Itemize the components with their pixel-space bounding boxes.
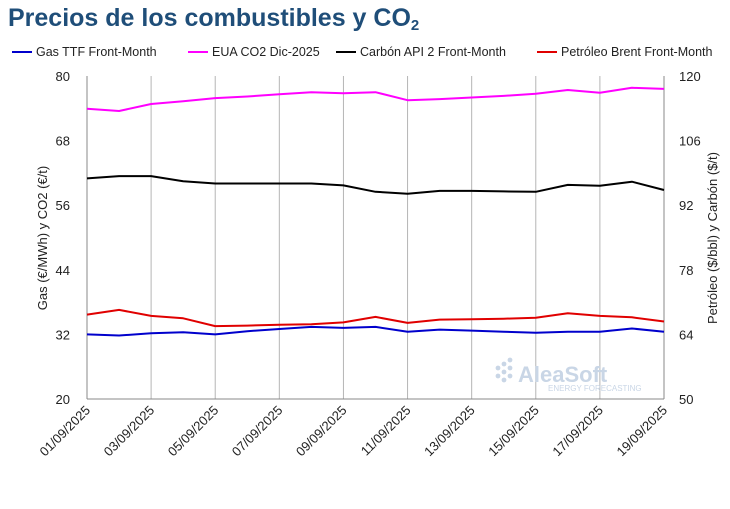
logo-dot bbox=[501, 369, 507, 375]
logo-dot bbox=[507, 357, 513, 363]
aleasoft-logo-icon bbox=[495, 357, 513, 383]
x-tick-label: 17/09/2025 bbox=[549, 403, 606, 460]
series-lines bbox=[86, 86, 665, 337]
series-line bbox=[86, 308, 665, 328]
y-right-tick-label: 120 bbox=[679, 69, 701, 84]
watermark-brand: AleaSoft bbox=[518, 362, 608, 387]
y-left-tick-label: 56 bbox=[56, 198, 70, 213]
x-tick-label: 05/09/2025 bbox=[165, 403, 222, 460]
y-left-tick-label: 80 bbox=[56, 69, 70, 84]
y-left-tick-label: 32 bbox=[56, 327, 70, 342]
axes bbox=[86, 76, 665, 400]
chart-title-subscript: 2 bbox=[410, 17, 420, 34]
legend-label: Petróleo Brent Front-Month bbox=[561, 45, 713, 59]
watermark-tagline: ENERGY FORECASTING bbox=[548, 384, 642, 393]
logo-dot bbox=[495, 365, 501, 371]
legend-label: EUA CO2 Dic-2025 bbox=[212, 45, 320, 59]
y-right-tick-label: 78 bbox=[679, 263, 693, 278]
legend-label: Gas TTF Front-Month bbox=[36, 45, 157, 59]
x-tick-label: 07/09/2025 bbox=[229, 403, 286, 460]
y-left-tick-label: 68 bbox=[56, 134, 70, 149]
tick-labels: 20 32 44 56 68 80 50 64 78 92 106 120 01/09/2025 03/0… bbox=[36, 69, 700, 459]
x-tick-label: 01/09/2025 bbox=[36, 403, 93, 460]
y-right-tick-label: 106 bbox=[679, 134, 701, 149]
grid bbox=[150, 76, 601, 399]
logo-dot bbox=[495, 373, 501, 379]
y-right-tick-label: 64 bbox=[679, 327, 693, 342]
x-tick-label: 09/09/2025 bbox=[293, 403, 350, 460]
logo-dot bbox=[501, 361, 507, 367]
x-tick-label: 15/09/2025 bbox=[485, 403, 542, 460]
series-line bbox=[86, 86, 665, 112]
aleasoft-watermark: AleaSoft ENERGY FORECASTING bbox=[495, 357, 642, 393]
series-line bbox=[86, 325, 665, 337]
y-left-tick-label: 44 bbox=[56, 263, 70, 278]
y-left-axis-label: Gas (€/MWh) y CO2 (€/t) bbox=[35, 166, 50, 310]
y-right-tick-label: 50 bbox=[679, 392, 693, 407]
chart-title-text: Precios de los combustibles y CO bbox=[8, 4, 411, 32]
y-right-axis-label: Petróleo ($/bbl) y Carbón ($/t) bbox=[705, 152, 720, 324]
logo-dot bbox=[507, 373, 513, 379]
x-tick-label: 19/09/2025 bbox=[613, 403, 670, 460]
logo-dot bbox=[501, 377, 507, 383]
y-right-tick-label: 92 bbox=[679, 198, 693, 213]
x-tick-label: 13/09/2025 bbox=[421, 403, 478, 460]
legend-label: Carbón API 2 Front-Month bbox=[360, 45, 506, 59]
series-line bbox=[86, 175, 665, 195]
x-tick-label: 11/09/2025 bbox=[358, 403, 414, 459]
chart-title: Precios de los combustibles y CO2 bbox=[8, 4, 419, 34]
logo-dot bbox=[507, 365, 513, 371]
y-left-tick-label: 20 bbox=[56, 392, 70, 407]
legend: Gas TTF Front-Month EUA CO2 Dic-2025 Carbó… bbox=[12, 45, 713, 59]
x-tick-label: 03/09/2025 bbox=[101, 403, 158, 460]
